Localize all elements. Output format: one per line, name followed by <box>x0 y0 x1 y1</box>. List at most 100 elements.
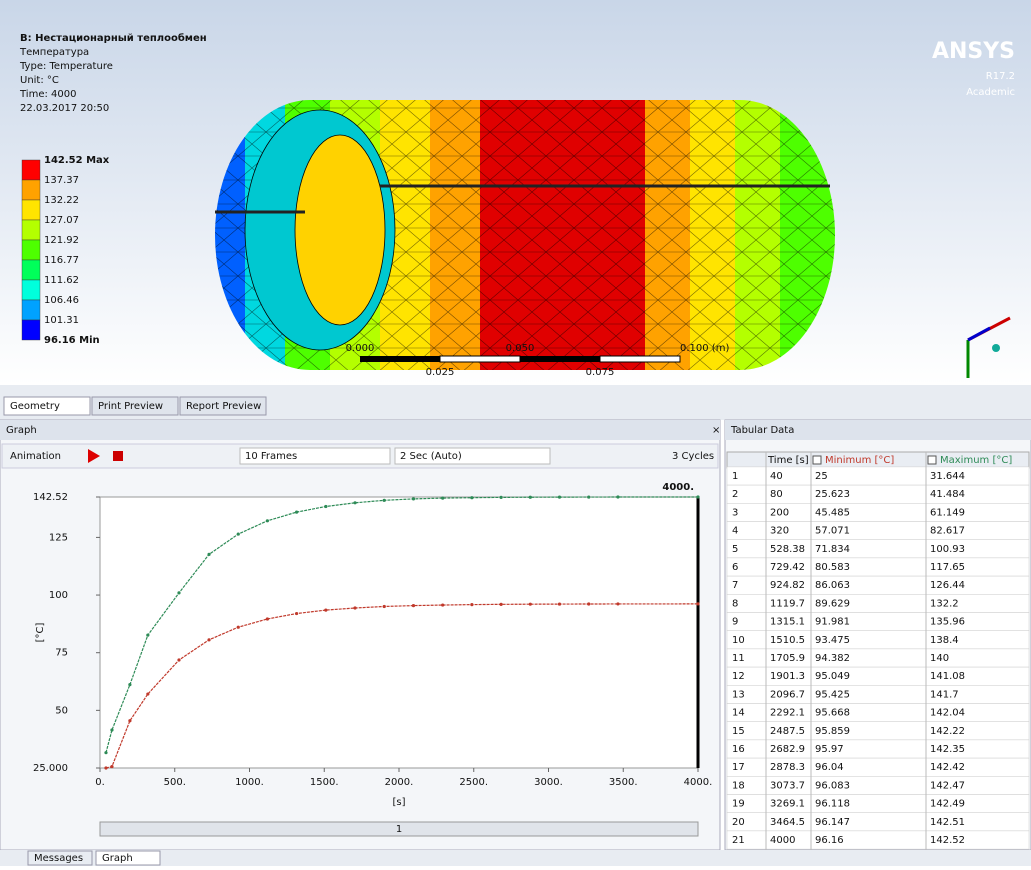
tab-label: Geometry <box>10 401 60 412</box>
value-cell: 141.08 <box>930 671 965 682</box>
row-number: 13 <box>732 689 745 700</box>
data-point <box>558 496 561 499</box>
data-point <box>237 626 240 629</box>
legend-swatch <box>22 280 40 300</box>
data-point <box>104 766 107 769</box>
time-cell: 3464.5 <box>770 817 805 828</box>
data-point <box>383 499 386 502</box>
time-cell: 729.42 <box>770 562 805 573</box>
time-cell: 3073.7 <box>770 780 805 791</box>
time-cell: 1315.1 <box>770 617 805 628</box>
value-cell: 142.49 <box>930 799 965 810</box>
plot-area <box>100 497 698 768</box>
value-cell: 95.97 <box>815 744 844 755</box>
close-button[interactable]: × <box>712 425 720 436</box>
value-cell: 96.118 <box>815 799 850 810</box>
animation-label: Animation <box>10 451 61 462</box>
value-cell: 86.063 <box>815 580 850 591</box>
row-number: 1 <box>732 471 738 482</box>
data-point <box>587 495 590 498</box>
x-tick-label: 3000. <box>534 777 563 788</box>
data-point <box>412 604 415 607</box>
time-cell: 2096.7 <box>770 689 805 700</box>
stop-button[interactable] <box>113 451 123 461</box>
value-cell: 95.049 <box>815 671 850 682</box>
data-point <box>616 602 619 605</box>
value-cell: 96.147 <box>815 817 850 828</box>
value-cell: 141.7 <box>930 689 959 700</box>
cycles-button[interactable]: 3 Cycles <box>672 451 714 462</box>
y-tick-label: 100 <box>49 590 68 601</box>
data-point <box>324 608 327 611</box>
time-cell: 924.82 <box>770 580 805 591</box>
data-point <box>146 634 149 637</box>
data-point <box>295 612 298 615</box>
result-title: B: Нестационарный теплообмен <box>20 32 207 44</box>
value-cell: 61.149 <box>930 507 965 518</box>
time-cell: 2292.1 <box>770 708 805 719</box>
value-cell: 138.4 <box>930 635 959 646</box>
legend-swatch <box>22 260 40 280</box>
legend-swatch <box>22 160 40 180</box>
legend-label: 132.22 <box>44 195 79 206</box>
value-cell: 93.475 <box>815 635 850 646</box>
value-cell: 96.04 <box>815 762 844 773</box>
panel-title: Graph <box>6 425 37 436</box>
row-number: 4 <box>732 526 738 537</box>
data-point <box>266 519 269 522</box>
value-cell: 94.382 <box>815 653 850 664</box>
legend-swatch <box>22 220 40 240</box>
data-point <box>110 728 113 731</box>
column-checkbox[interactable] <box>813 456 821 464</box>
data-point <box>412 497 415 500</box>
y-tick-label: 50 <box>55 705 68 716</box>
panel-header <box>0 420 720 440</box>
data-point <box>616 495 619 498</box>
row-number: 3 <box>732 507 738 518</box>
legend-swatch <box>22 320 40 340</box>
value-cell: 91.981 <box>815 617 850 628</box>
frame-label: 1 <box>396 824 402 835</box>
data-point <box>237 532 240 535</box>
row-number: 19 <box>732 799 745 810</box>
time-cell: 528.38 <box>770 544 805 555</box>
data-point <box>324 505 327 508</box>
value-cell: 57.071 <box>815 526 850 537</box>
row-number: 17 <box>732 762 745 773</box>
column-checkbox[interactable] <box>928 456 936 464</box>
value-cell: 142.51 <box>930 817 965 828</box>
edition: Academic <box>966 87 1015 98</box>
tab-label: Report Preview <box>186 401 261 412</box>
data-point <box>110 765 113 768</box>
value-cell: 95.859 <box>815 726 850 737</box>
time-cell: 320 <box>770 526 789 537</box>
time-cell: 3269.1 <box>770 799 805 810</box>
legend-label: 96.16 Min <box>44 335 100 346</box>
scale-bar <box>360 356 440 362</box>
data-point <box>177 658 180 661</box>
value-cell: 82.617 <box>930 526 965 537</box>
cylinder-inner <box>295 135 385 325</box>
scale-bar <box>600 356 680 362</box>
x-tick-label: 1500. <box>310 777 339 788</box>
scale-label: 0.075 <box>586 367 615 378</box>
time-cursor-label: 4000. <box>662 482 694 493</box>
y-tick-label: 75 <box>55 648 68 659</box>
value-cell: 96.083 <box>815 780 850 791</box>
data-point <box>353 501 356 504</box>
scale-bar <box>520 356 600 362</box>
legend-label: 127.07 <box>44 215 79 226</box>
row-number: 10 <box>732 635 745 646</box>
data-point <box>529 496 532 499</box>
value-cell: 117.65 <box>930 562 965 573</box>
value-cell: 126.44 <box>930 580 965 591</box>
legend-swatch <box>22 240 40 260</box>
scale-label: 0.100 (m) <box>680 343 729 354</box>
time-cell: 1119.7 <box>770 598 805 609</box>
version: R17.2 <box>986 71 1015 82</box>
row-number: 14 <box>732 708 745 719</box>
x-tick-label: 2500. <box>459 777 488 788</box>
row-number: 11 <box>732 653 745 664</box>
value-cell: 95.425 <box>815 689 850 700</box>
value-cell: 96.16 <box>815 835 844 846</box>
